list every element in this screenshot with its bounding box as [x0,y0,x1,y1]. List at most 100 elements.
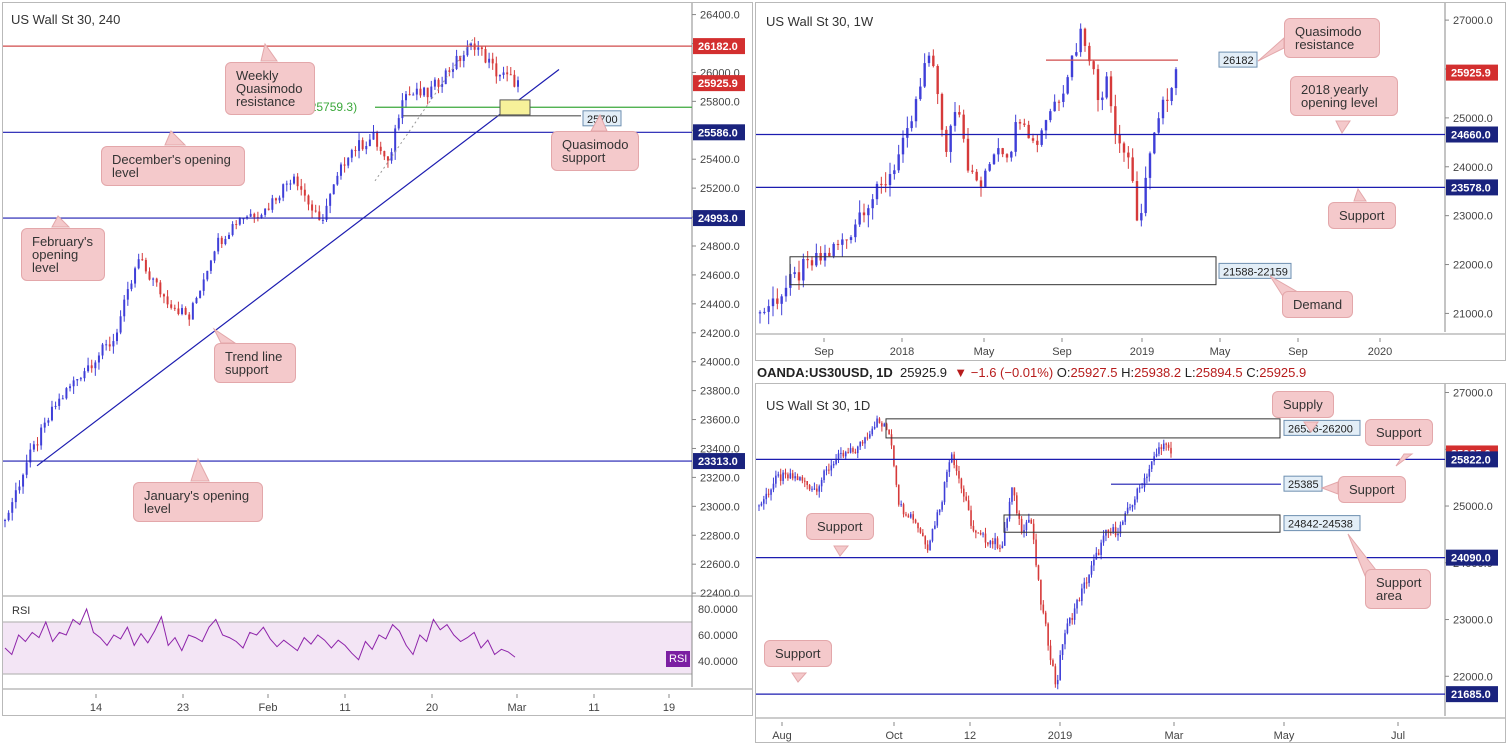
candle-body [177,308,180,315]
swing-dotted [374,38,474,182]
value-box [1283,515,1361,532]
price-tick-label: 23000.0 [1453,211,1493,223]
x-axis-4h-label: Mar [508,702,527,714]
candle-body [1096,69,1100,101]
label-support-left: Support [806,513,874,540]
candle-body [893,445,895,466]
candle-body [1008,501,1011,519]
candle-body [832,243,835,257]
price-tag-label: 25925.9 [698,78,738,90]
candle-body [825,469,828,471]
candle-body [758,312,762,314]
candle-body [1153,132,1156,154]
panel-weekly[interactable]: 27000.026000.025000.024000.023000.022000… [755,2,1506,361]
candle-body [1064,633,1066,645]
candle-body [390,152,393,161]
candle-body [1131,505,1134,508]
candle-body [1155,453,1158,457]
candle-body [1036,140,1039,145]
candle-body [1054,666,1057,685]
candle-body [885,423,888,430]
candle-body [470,43,473,47]
candle-body [11,502,14,513]
x-axis-daily-label: Aug [772,730,792,742]
pointer-january [190,457,210,482]
candle-body [987,542,989,545]
candle-body [1162,443,1165,450]
candle-body [495,63,498,77]
pointer-weekly-qm [260,42,278,62]
candle-body [832,464,835,466]
candle-body [1040,130,1043,145]
candle-body [358,140,361,151]
pointer-support-bottom [791,672,808,683]
panel-daily[interactable]: 27000.026000.025000.024000.023000.022000… [755,383,1506,743]
candle-body [984,533,987,543]
candle-body [274,198,277,201]
rsi-title: RSI [12,605,31,617]
candle-body [242,218,245,220]
candle-body [224,238,227,245]
x-axis-weekly-label: Sep [814,346,834,358]
candle-body [311,204,314,211]
candle-body [437,79,440,87]
open-value: 25927.5 [1070,365,1118,380]
candle-body [415,88,418,95]
candle-body [347,157,350,166]
candle-body [917,522,919,529]
candle-body [936,66,939,95]
candle-body [1158,447,1160,454]
candle-body [267,208,270,210]
candle-body [1088,45,1091,62]
candle-body [502,72,505,75]
panel-4h[interactable]: 26400.026200.026000.025800.025600.025400… [2,2,753,716]
candle-body [1141,487,1143,489]
price-tick-label: 24200.0 [700,328,740,340]
candle-body [25,462,28,475]
candle-body [811,488,813,490]
price-tag-label: 24993.0 [698,213,738,225]
candle-body [1131,157,1134,182]
pointer-support-mid [1320,481,1339,495]
x-axis-daily-label: Oct [885,730,902,742]
candle-body [799,477,801,481]
price-tick-label: 25400.0 [700,154,740,166]
candle-body [1114,527,1117,536]
price-tag-red [693,75,745,92]
price-tick-label: 22800.0 [700,530,740,542]
candle-body [953,112,957,126]
candle-body [1016,495,1018,514]
candle-body [480,47,483,50]
candle-body [202,279,205,291]
price-tick-label: 24600.0 [700,270,740,282]
candle-body [423,87,426,96]
candle-body [296,176,299,187]
candle-body [994,538,996,545]
candle-body [498,74,501,77]
candle-body [797,272,801,281]
candle-body [227,234,230,239]
candle-body [828,252,831,257]
candle-body [1070,55,1074,78]
price-tag-label: 23578.0 [1451,182,1491,194]
candle-body [1053,101,1056,112]
candle-body [924,536,927,545]
candle-body [758,505,760,507]
candle-body [181,308,184,315]
value-box-label: 21588-22159 [1223,266,1288,278]
x-axis-daily-label: 2019 [1048,730,1072,742]
price-tick-label: 23600.0 [700,415,740,427]
candle-body [971,170,974,172]
candle-body [278,197,281,201]
candle-body [1018,122,1022,124]
candle-body [902,504,905,515]
candle-body [1025,522,1028,531]
candle-body [213,251,216,261]
candle-body [975,530,977,533]
candle-body [1126,507,1129,514]
candle-body [1170,447,1172,454]
candle-body [847,452,849,454]
candle-body [871,199,874,209]
candle-body [770,489,772,495]
x-axis-daily-label: Mar [1165,730,1184,742]
